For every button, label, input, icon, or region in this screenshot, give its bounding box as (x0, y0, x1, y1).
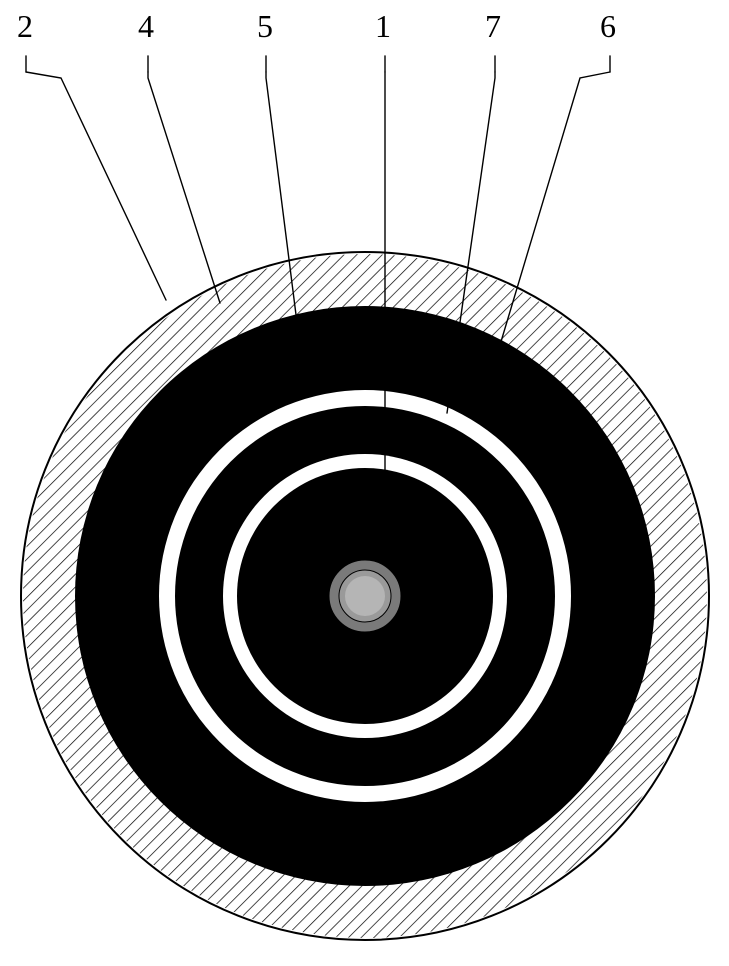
callout-label-4: 4 (138, 8, 154, 45)
callout-label-6: 6 (600, 8, 616, 45)
callout-label-7: 7 (485, 8, 501, 45)
callout-label-5: 5 (257, 8, 273, 45)
callout-label-2: 2 (17, 8, 33, 45)
concentric-layers (21, 252, 709, 940)
diagram-stage: 2 4 5 1 7 6 (0, 0, 729, 966)
callout-label-1: 1 (375, 8, 391, 45)
diagram-svg (0, 0, 729, 966)
core-center (345, 576, 385, 616)
